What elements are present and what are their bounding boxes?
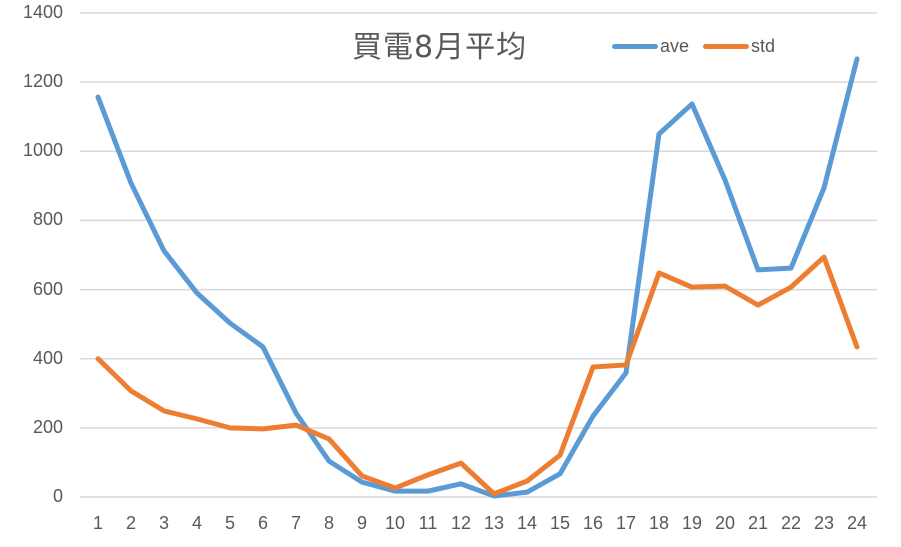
x-tick-label: 1 xyxy=(92,513,103,533)
y-tick-label: 0 xyxy=(52,486,63,506)
x-tick-label: 8 xyxy=(323,513,334,533)
legend-swatch-ave xyxy=(612,44,658,49)
x-tick-label: 13 xyxy=(483,513,505,533)
y-tick-label: 600 xyxy=(32,278,63,299)
y-tick-label: 1200 xyxy=(22,71,63,92)
x-tick-label: 19 xyxy=(681,513,703,533)
y-tick-label: 200 xyxy=(32,416,63,437)
x-tick-label: 15 xyxy=(549,513,571,533)
legend: ave std xyxy=(612,36,789,57)
y-tick-label: 800 xyxy=(32,209,63,230)
x-tick-label: 4 xyxy=(191,513,202,533)
x-tick-label: 2 xyxy=(125,513,136,533)
x-tick-label: 22 xyxy=(780,513,802,533)
legend-label-std: std xyxy=(751,36,776,56)
legend-label-ave: ave xyxy=(660,36,690,56)
x-tick-label: 11 xyxy=(418,513,438,533)
legend-swatch-std xyxy=(703,44,750,49)
x-tick-label: 5 xyxy=(224,513,235,533)
x-tick-label: 24 xyxy=(846,513,868,533)
x-tick-label: 21 xyxy=(747,513,769,533)
x-tick-label: 20 xyxy=(714,513,736,533)
x-tick-label: 17 xyxy=(615,513,637,533)
chart-title: 買電8月平均 xyxy=(352,30,528,65)
x-tick-label: 23 xyxy=(813,513,835,533)
series-line-ave xyxy=(95,56,860,499)
legend-item-ave: ave xyxy=(612,36,689,57)
x-tick-label: 18 xyxy=(648,513,670,533)
x-tick-label: 10 xyxy=(384,513,406,533)
x-tick-label: 3 xyxy=(158,513,169,533)
y-tick-label: 1000 xyxy=(22,140,63,161)
x-tick-label: 9 xyxy=(356,513,367,533)
legend-item-std: std xyxy=(703,36,775,57)
y-tick-label: 1400 xyxy=(22,2,63,22)
series-line-std xyxy=(95,254,860,497)
x-tick-label: 12 xyxy=(450,513,472,533)
y-tick-label: 400 xyxy=(32,347,63,368)
x-tick-label: 7 xyxy=(290,513,301,533)
x-tick-label: 16 xyxy=(582,513,604,533)
x-tick-label: 6 xyxy=(257,513,268,533)
x-tick-label: 14 xyxy=(516,513,538,533)
